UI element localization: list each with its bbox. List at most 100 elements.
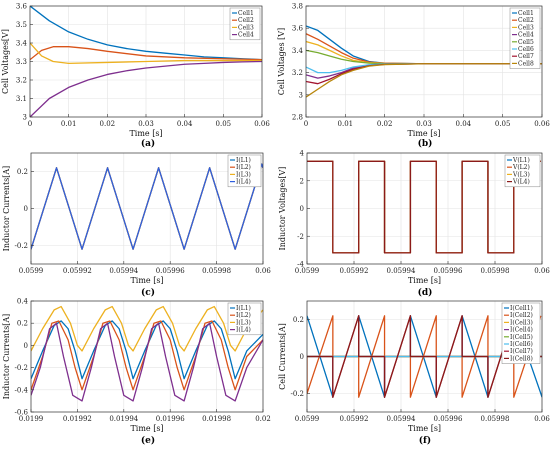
legend-entry: V(L1) (512, 157, 530, 164)
y-tick-label: -4 (297, 261, 304, 269)
x-tick-label: 0.01992 (63, 415, 92, 423)
legend-entry: I(L1) (236, 305, 251, 312)
y-tick-label: -0.6 (15, 409, 29, 417)
chart-d: 0.0599 0.05992 0.05994 0.05996 0.05998 0.06 -4… (278, 150, 550, 299)
y-tick-label: 0 (300, 205, 304, 213)
y-tick-label: 3.5 (16, 21, 27, 29)
subfigure-label: (b) (418, 138, 433, 149)
y-tick-label: 0.2 (17, 320, 28, 328)
y-tick-label: -2 (297, 233, 304, 241)
x-tick-label: 0.02 (377, 120, 393, 128)
y-tick-label: 0 (24, 205, 28, 213)
series-line-4 (307, 160, 541, 254)
y-tick-label: 4 (300, 150, 305, 158)
x-tick-label: 0.05 (216, 120, 232, 128)
x-tick-label: 0.01 (338, 120, 354, 128)
y-tick-label: 0.2 (17, 168, 28, 176)
axes-frame (30, 300, 264, 413)
y-tick-label: 0.2 (293, 316, 304, 324)
legend-entry: I(Cell2) (510, 312, 533, 319)
x-tick-label: 0.05998 (481, 267, 510, 275)
x-tick-label: 0.06 (534, 120, 550, 128)
series-group (306, 25, 542, 98)
y-tick-label: -0.2 (15, 364, 29, 372)
y-tick-label: 3.2 (292, 69, 303, 77)
legend-box (509, 7, 541, 69)
x-tick-label: 0.01996 (156, 415, 185, 423)
y-tick-label: 3.1 (16, 95, 27, 103)
series-group (31, 305, 263, 402)
legend-entry: I(L2) (236, 312, 251, 319)
y-tick-label: -0.2 (291, 390, 305, 398)
legend-entry: Cell4 (518, 32, 534, 39)
series-line-1 (31, 320, 263, 380)
legend-entry: V(L3) (512, 171, 530, 178)
legend: V(L1)V(L2)V(L3)V(L4) (504, 154, 541, 188)
y-tick-label: -0.4 (15, 386, 29, 394)
x-tick-label: 0.0599 (19, 267, 44, 275)
y-axis-label: Inductor Currents[A] (2, 166, 11, 252)
chart-a: 0 0.01 0.02 0.03 0.04 0.05 0.06 3 3.1 3.2 3.3 3.4 3.… (1, 3, 270, 150)
legend-entry: I(Cell8) (510, 355, 533, 362)
subfigure-label: (d) (418, 287, 433, 298)
y-axis-label: Cell Currents[A] (278, 323, 287, 390)
series-line-8 (306, 63, 542, 98)
subfigure-label: (f) (419, 435, 431, 446)
x-tick-label: 0.05998 (481, 415, 510, 423)
legend-entry: Cell3 (518, 24, 534, 31)
x-tick-label: 0.05996 (156, 267, 185, 275)
series-line-4 (31, 163, 263, 250)
legend-entry: Cell3 (238, 24, 254, 31)
y-tick-label: 3.8 (292, 3, 303, 11)
x-tick-label: 0.01998 (202, 415, 231, 423)
x-tick-label: 0.05992 (340, 415, 369, 423)
x-tick-label: 0.01994 (109, 415, 138, 423)
x-tick-label: 0.04 (177, 120, 193, 128)
legend-entry: I(L4) (236, 179, 251, 186)
x-tick-label: 0.03 (416, 120, 432, 128)
y-axis-label: Cell Voltages [V] (277, 28, 286, 95)
legend: I(L1)I(L2)I(L3)I(L4) (227, 154, 262, 188)
y-tick-label: 3.2 (16, 77, 27, 85)
chart-e: 0.0199 0.01992 0.01994 0.01996 0.01998 0.02 -0… (2, 298, 271, 447)
x-axis-label: Time [s] (407, 129, 440, 138)
x-tick-label: 0.02 (255, 415, 271, 423)
series-line-4 (30, 60, 262, 117)
legend-entry: I(L3) (236, 319, 251, 326)
x-axis-label: Time [s] (408, 276, 441, 285)
x-tick-label: 0 (28, 120, 32, 128)
y-tick-label: 2.8 (292, 114, 303, 122)
y-tick-label: 3.6 (16, 3, 28, 11)
series-group (30, 6, 262, 117)
chart-f: 0.0599 0.05992 0.05994 0.05996 0.05998 0.06 -0… (278, 300, 550, 446)
chart-c: 0.0599 0.05992 0.05994 0.05996 0.05998 0.06 -0… (2, 152, 271, 298)
y-axis-label: Inductor Currents[A] (2, 314, 11, 400)
x-tick-label: 0.05998 (202, 267, 231, 275)
series-line-3 (30, 42, 262, 64)
x-axis-label: Time [s] (130, 424, 163, 433)
legend-entry: V(L2) (512, 164, 530, 171)
x-tick-label: 0.0599 (295, 415, 320, 423)
legend-entry: I(Cell3) (510, 319, 533, 326)
legend-entry: I(L2) (236, 164, 251, 171)
legend-entry: Cell6 (518, 46, 534, 53)
legend-entry: Cell2 (518, 17, 534, 24)
legend-box (501, 302, 541, 364)
series-line-2 (30, 46, 262, 61)
y-tick-label: 3.4 (292, 47, 304, 55)
subfigure-label: (e) (141, 435, 155, 446)
x-tick-label: 0.05996 (434, 267, 463, 275)
legend-entry: V(L4) (512, 179, 530, 186)
x-tick-label: 0.05992 (63, 267, 92, 275)
y-tick-label: -0.2 (15, 242, 29, 250)
x-tick-label: 0.06 (255, 267, 271, 275)
x-tick-label: 0.05 (495, 120, 511, 128)
legend: I(L1)I(L2)I(L3)I(L4) (227, 302, 262, 336)
plot-area (31, 301, 263, 412)
x-tick-label: 0.05994 (387, 267, 416, 275)
y-axis-label: Cell Voltages[V] (1, 29, 10, 94)
y-tick-label: 0.4 (17, 298, 29, 306)
